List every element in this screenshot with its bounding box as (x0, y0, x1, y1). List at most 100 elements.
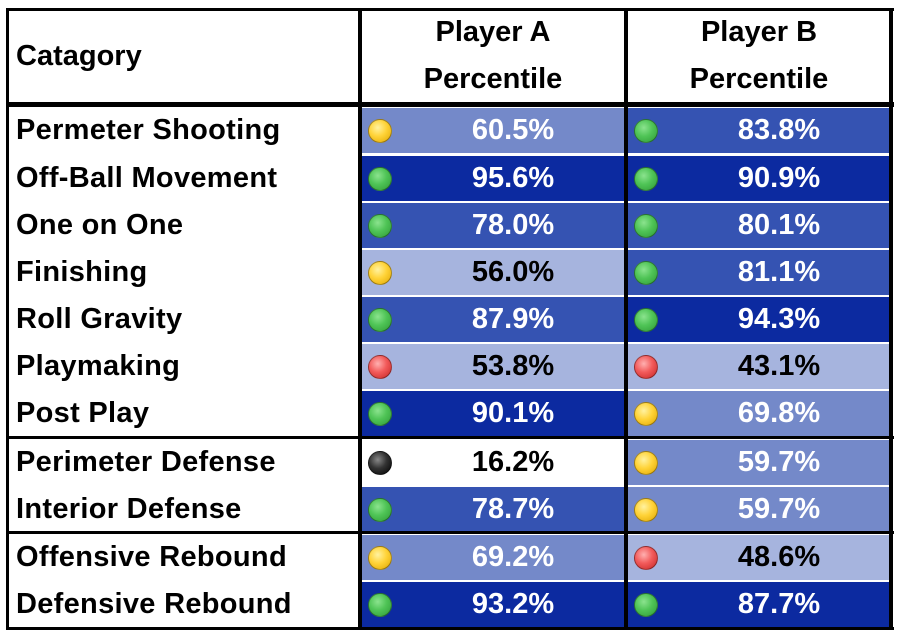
header-category-label: Catagory (16, 39, 142, 72)
player-b-percentile-cell: 94.3% (628, 297, 890, 342)
player-a-percentile-value: 16.2% (471, 446, 555, 478)
status-red-dot-icon (634, 545, 658, 570)
player-a-percentile-value: 87.9% (471, 303, 555, 335)
category-label: Interior Defense (16, 493, 242, 525)
status-green-dot-icon (368, 497, 392, 522)
header-player-a: Player A Percentile (362, 10, 624, 102)
player-b-percentile-cell: 81.1% (628, 250, 890, 295)
player-a-percentile-cell: 87.9% (362, 297, 624, 342)
category-label: Offensive Rebound (16, 541, 287, 573)
player-b-percentile-value: 69.8% (737, 397, 821, 429)
status-green-dot-icon (634, 118, 658, 143)
player-a-percentile-value: 60.5% (471, 114, 555, 146)
row-separator (628, 201, 890, 203)
player-a-percentile-cell: 16.2% (362, 440, 624, 485)
player-a-percentile-cell: 78.7% (362, 487, 624, 532)
row-separator (362, 389, 624, 391)
status-green-dot-icon (368, 213, 392, 238)
player-a-percentile-value: 78.0% (471, 209, 555, 241)
status-green-dot-icon (634, 166, 658, 191)
header-player-b-line2: Percentile (689, 63, 829, 95)
player-b-percentile-cell: 69.8% (628, 391, 890, 436)
category-cell: Off-Ball Movement (8, 156, 358, 201)
player-a-percentile-cell: 56.0% (362, 250, 624, 295)
player-b-percentile-value: 83.8% (737, 114, 821, 146)
row-separator (628, 580, 890, 582)
status-green-dot-icon (634, 592, 658, 617)
player-b-percentile-value: 59.7% (737, 493, 821, 525)
status-green-dot-icon (634, 213, 658, 238)
player-a-percentile-value: 95.6% (471, 162, 555, 194)
status-red-dot-icon (634, 354, 658, 379)
row-separator (628, 389, 890, 391)
player-b-percentile-cell: 59.7% (628, 487, 890, 532)
header-category: Catagory (8, 10, 358, 102)
category-cell: Post Play (8, 391, 358, 436)
status-yellow-dot-icon (634, 401, 658, 426)
status-yellow-dot-icon (368, 545, 392, 570)
grid-line (6, 436, 894, 439)
category-cell: Offensive Rebound (8, 535, 358, 580)
category-label: Roll Gravity (16, 303, 183, 335)
row-separator (362, 580, 624, 582)
row-separator (362, 248, 624, 250)
player-b-percentile-value: 48.6% (737, 541, 821, 573)
player-a-percentile-cell: 53.8% (362, 344, 624, 389)
category-label: Defensive Rebound (16, 588, 292, 620)
grid-line (6, 8, 894, 11)
player-a-percentile-value: 90.1% (471, 397, 555, 429)
player-a-percentile-cell: 60.5% (362, 108, 624, 153)
player-a-percentile-value: 69.2% (471, 541, 555, 573)
row-separator (628, 154, 890, 156)
category-cell: Playmaking (8, 344, 358, 389)
status-green-dot-icon (368, 592, 392, 617)
grid-line (624, 8, 628, 630)
status-green-dot-icon (634, 260, 658, 285)
player-b-percentile-value: 81.1% (737, 256, 821, 288)
player-a-percentile-cell: 95.6% (362, 156, 624, 201)
player-b-percentile-cell: 90.9% (628, 156, 890, 201)
player-a-percentile-cell: 90.1% (362, 391, 624, 436)
row-separator (362, 154, 624, 156)
player-a-percentile-cell: 78.0% (362, 203, 624, 248)
row-separator (628, 342, 890, 344)
grid-line (6, 531, 894, 534)
status-green-dot-icon (368, 307, 392, 332)
category-label: Playmaking (16, 350, 181, 382)
player-b-percentile-value: 87.7% (737, 588, 821, 620)
grid-line (358, 8, 362, 630)
row-separator (362, 342, 624, 344)
player-a-percentile-value: 78.7% (471, 493, 555, 525)
player-b-percentile-cell: 43.1% (628, 344, 890, 389)
player-b-percentile-cell: 48.6% (628, 535, 890, 580)
player-b-percentile-value: 80.1% (737, 209, 821, 241)
grid-line (6, 627, 894, 630)
player-a-percentile-value: 93.2% (471, 588, 555, 620)
status-red-dot-icon (368, 354, 392, 379)
status-green-dot-icon (368, 166, 392, 191)
grid-line (889, 8, 893, 630)
category-cell: Roll Gravity (8, 297, 358, 342)
status-yellow-dot-icon (368, 118, 392, 143)
status-black-dot-icon (368, 450, 392, 475)
category-label: Off-Ball Movement (16, 162, 278, 194)
player-b-percentile-value: 43.1% (737, 350, 821, 382)
grid-line (6, 8, 9, 630)
header-player-a-line2: Percentile (423, 63, 563, 95)
player-a-percentile-value: 56.0% (471, 256, 555, 288)
player-a-percentile-value: 53.8% (471, 350, 555, 382)
player-b-percentile-cell: 87.7% (628, 582, 890, 627)
row-separator (628, 248, 890, 250)
row-separator (362, 485, 624, 487)
status-green-dot-icon (634, 307, 658, 332)
header-player-b-line1: Player B (700, 16, 818, 48)
category-cell: One on One (8, 203, 358, 248)
player-b-percentile-value: 94.3% (737, 303, 821, 335)
category-cell: Interior Defense (8, 487, 358, 532)
category-label: Permeter Shooting (16, 114, 281, 146)
category-cell: Perimeter Defense (8, 440, 358, 485)
category-cell: Finishing (8, 250, 358, 295)
category-cell: Defensive Rebound (8, 582, 358, 627)
player-a-percentile-cell: 69.2% (362, 535, 624, 580)
